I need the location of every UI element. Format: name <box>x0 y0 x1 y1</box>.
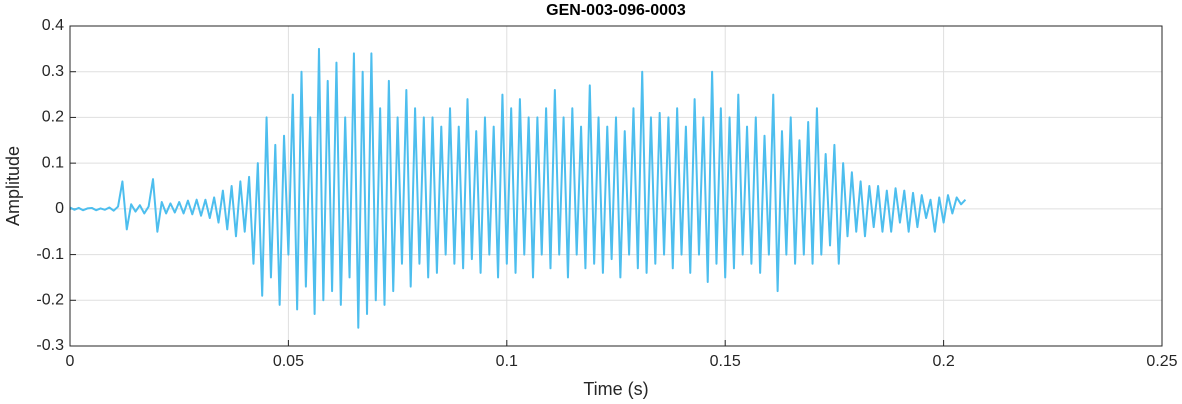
x-tick-label: 0.2 <box>932 353 954 370</box>
x-tick-label: 0 <box>66 353 75 370</box>
y-tick-label: 0.1 <box>42 154 64 171</box>
y-tick-label: 0.2 <box>42 109 64 126</box>
y-tick-label: -0.1 <box>36 246 64 263</box>
x-tick-label: 0.15 <box>710 353 741 370</box>
x-tick-label: 0.05 <box>273 353 304 370</box>
plot-area <box>70 26 1162 346</box>
chart-title: GEN-003-096-0003 <box>546 2 686 19</box>
y-axis-label: Amplitude <box>3 146 23 226</box>
x-tick-label: 0.25 <box>1146 353 1177 370</box>
plot-frame <box>69 25 1163 347</box>
x-axis-label: Time (s) <box>583 379 648 399</box>
y-tick-label: 0.4 <box>42 17 64 34</box>
y-tick-label: -0.2 <box>36 292 64 309</box>
y-tick-label: -0.3 <box>36 337 64 354</box>
y-tick-label: 0.3 <box>42 63 64 80</box>
y-tick-label: 0 <box>55 200 64 217</box>
waveform-line <box>69 47 967 329</box>
x-tick-label: 0.1 <box>496 353 518 370</box>
